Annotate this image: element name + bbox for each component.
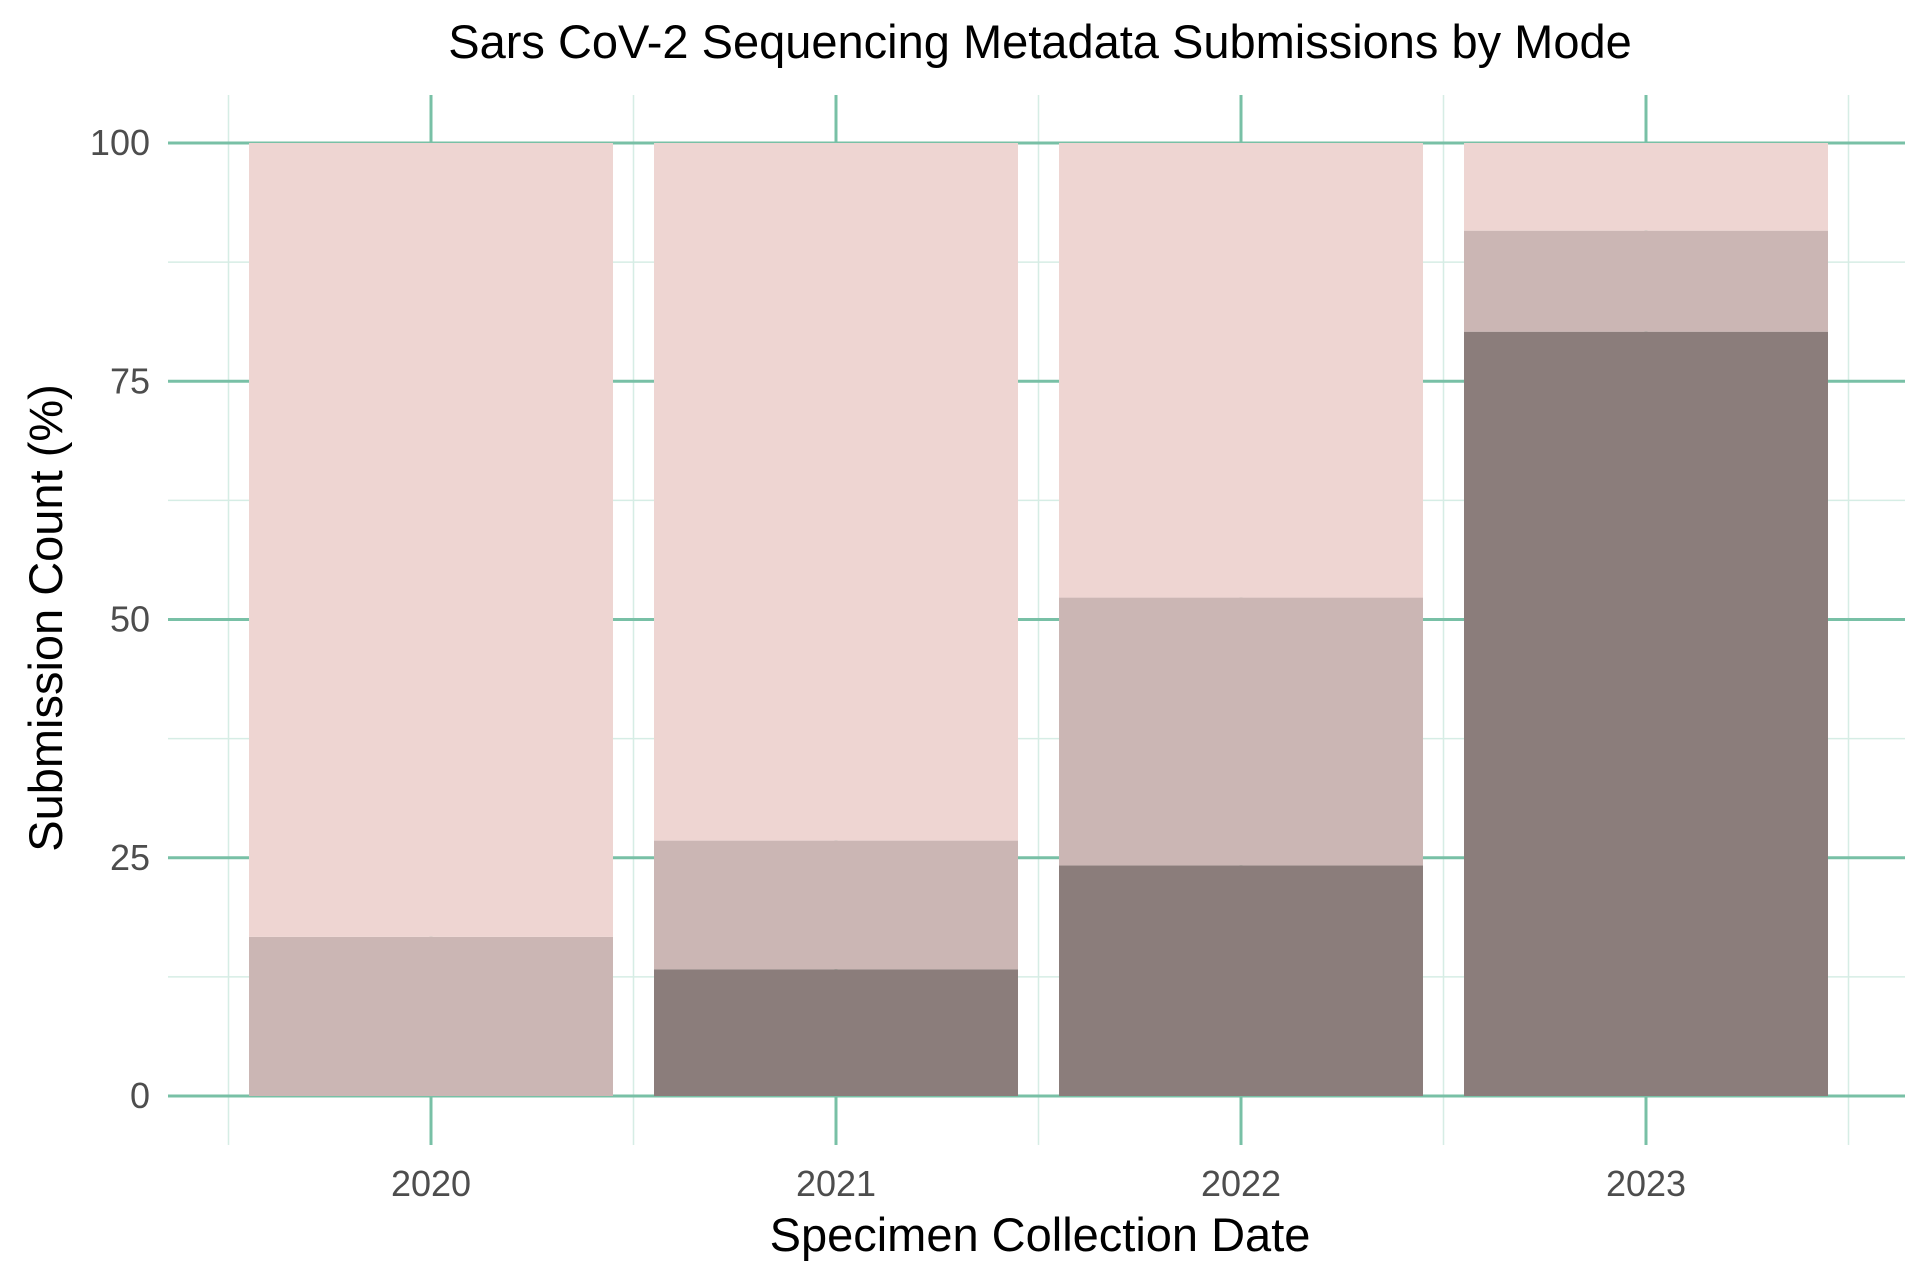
x-tick-label: 2023: [1606, 1163, 1686, 1204]
y-tick-label: 50: [110, 599, 150, 640]
bar-segment-2022-layer-2: [1059, 597, 1423, 866]
bar-segment-2023-layer-1: [1464, 331, 1828, 1097]
y-tick-label: 100: [90, 122, 150, 163]
bar-segment-2020-layer-3: [249, 143, 613, 937]
x-tick-label: 2022: [1201, 1163, 1281, 1204]
y-tick-label: 75: [110, 360, 150, 401]
y-axis-title: Submission Count (%): [19, 384, 72, 852]
bar-segment-2021-layer-2: [654, 840, 1018, 970]
bars: [249, 143, 1828, 1097]
x-tick-label: 2021: [796, 1163, 876, 1204]
x-tick-label: 2020: [391, 1163, 471, 1204]
y-tick-label: 0: [130, 1075, 150, 1116]
x-axis-title: Specimen Collection Date: [770, 1208, 1311, 1261]
bar-segment-2021-layer-1: [654, 969, 1018, 1096]
bar-segment-2021-layer-3: [654, 143, 1018, 841]
bar-segment-2022-layer-1: [1059, 865, 1423, 1096]
bar-segment-2020-layer-2: [249, 936, 613, 1096]
bar-segment-2023-layer-2: [1464, 230, 1828, 332]
tick-labels: 0 25 50 75 100 2020 2021 2022 2023: [90, 122, 1686, 1204]
chart-title: Sars CoV-2 Sequencing Metadata Submissio…: [448, 15, 1632, 68]
bar-segment-2023-layer-3: [1464, 143, 1828, 231]
y-tick-label: 25: [110, 837, 150, 878]
bar-segment-2022-layer-3: [1059, 143, 1423, 598]
